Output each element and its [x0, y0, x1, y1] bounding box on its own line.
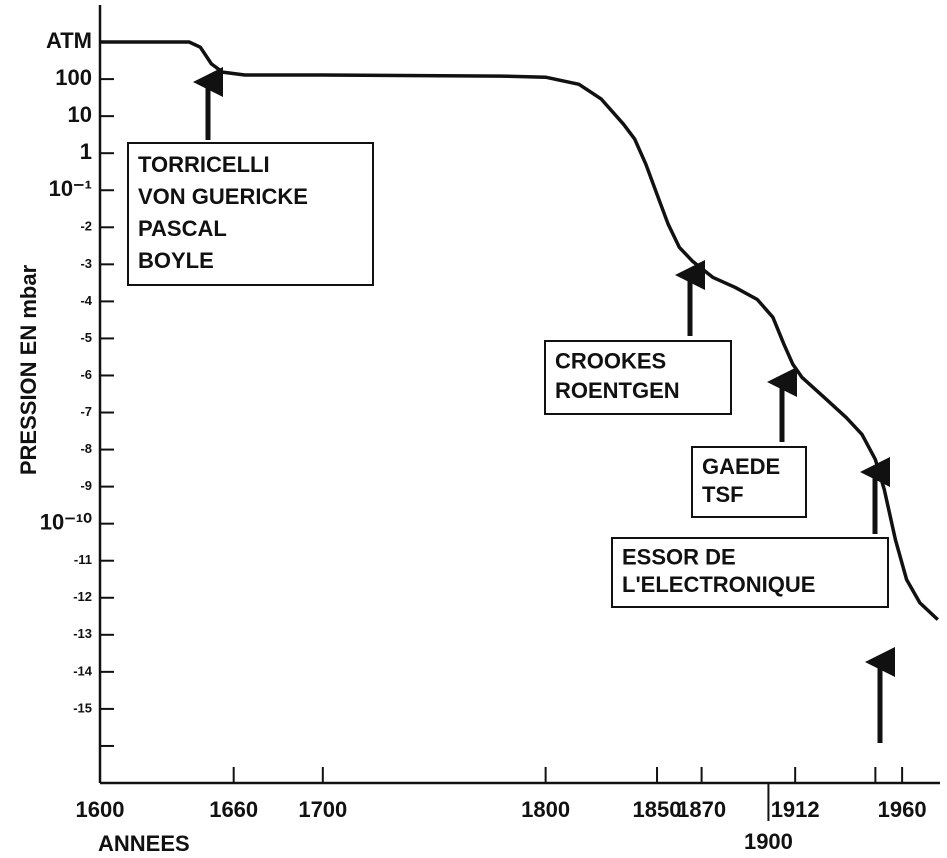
- y-tick-label: 1: [80, 139, 92, 164]
- annotation-text: GAEDE: [702, 454, 780, 479]
- x-tick-label: 1600: [76, 797, 125, 822]
- y-tick-label: -8: [80, 441, 92, 456]
- y-tick-label: -6: [80, 367, 92, 382]
- y-axis-label: PRESSION EN mbar: [16, 264, 41, 475]
- annotation-text: VON GUERICKE: [138, 184, 308, 209]
- annotation-text: CROOKES: [555, 349, 666, 374]
- y-tick-label: -14: [73, 663, 93, 678]
- y-tick-label: -7: [80, 404, 92, 419]
- y-tick-label: -13: [73, 626, 92, 641]
- annotation-text: PASCAL: [138, 216, 227, 241]
- y-tick-label: -11: [74, 552, 92, 567]
- x-tick-label: 1660: [209, 797, 258, 822]
- annotation-text: BOYLE: [138, 248, 214, 273]
- y-tick-label: -5: [80, 330, 92, 345]
- y-tick-label: 10⁻¹⁰: [40, 509, 92, 534]
- y-tick-label: -3: [80, 256, 92, 271]
- y-tick-label: -4: [80, 293, 92, 308]
- x-axis-label: ANNEES: [98, 831, 190, 856]
- x-tick-label: 1700: [298, 797, 347, 822]
- annotation-text: L'ELECTRONIQUE: [622, 572, 815, 597]
- y-tick-label: -12: [73, 589, 92, 604]
- y-tick-label: -15: [73, 700, 92, 715]
- annotation-text: TORRICELLI: [138, 152, 270, 177]
- y-tick-label: ATM: [46, 28, 92, 53]
- annotation-text: ESSOR DE: [622, 545, 736, 570]
- chart: PRESSION EN mbar ANNEES ATM 100 10 1 10⁻¹ -2 -…: [0, 0, 947, 858]
- annotation-text: TSF: [702, 482, 744, 507]
- y-tick-label: 10⁻¹: [49, 176, 92, 201]
- x-tick-label: 1870: [677, 797, 726, 822]
- x-tick-label: 1900: [744, 829, 793, 854]
- x-tick-label: 1960: [878, 797, 927, 822]
- y-tick-label: -2: [80, 219, 92, 234]
- x-tick-label: 1800: [521, 797, 570, 822]
- y-tick-label: -9: [80, 478, 92, 493]
- y-tick-label: 100: [55, 65, 92, 90]
- line: [100, 42, 938, 620]
- y-tick-label: 10: [68, 102, 92, 127]
- annotation-text: ROENTGEN: [555, 378, 680, 403]
- x-tick-label: 1850: [633, 797, 682, 822]
- x-tick-label: 1912: [771, 797, 820, 822]
